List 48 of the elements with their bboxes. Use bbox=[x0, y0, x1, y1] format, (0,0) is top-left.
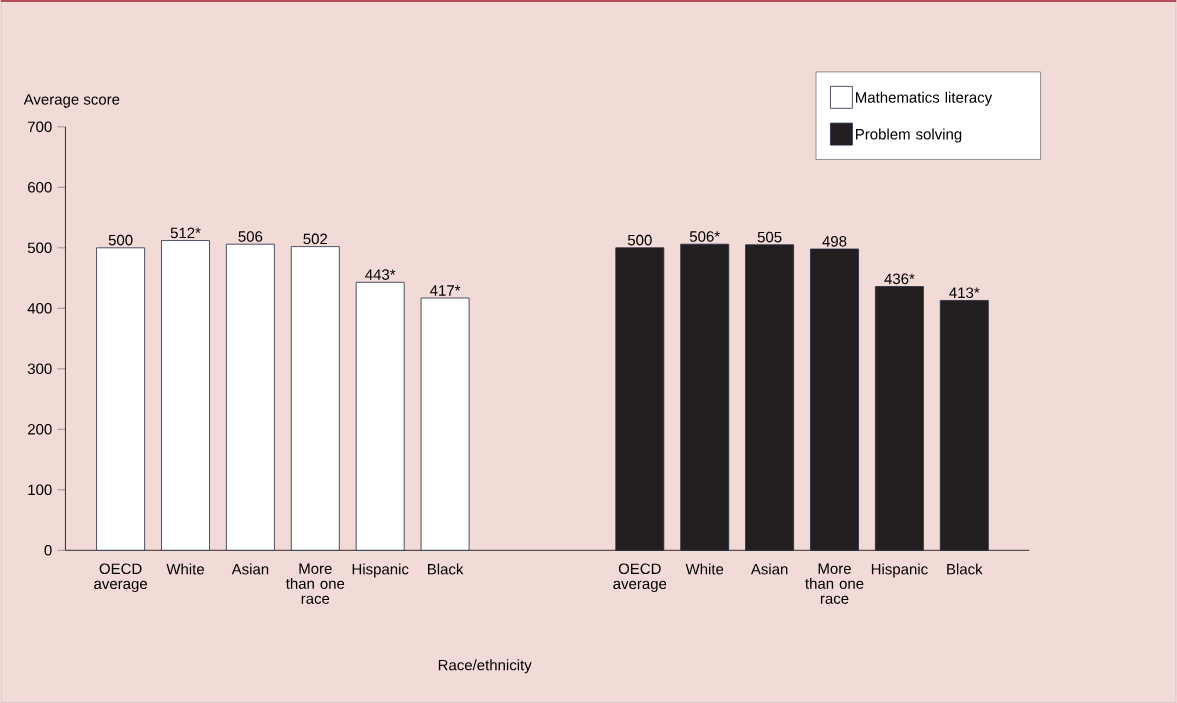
x-tick-label: OECD average bbox=[94, 563, 147, 592]
bar bbox=[225, 243, 275, 551]
data-label: 506 bbox=[238, 231, 263, 242]
data-label: 443* bbox=[365, 269, 396, 280]
y-tick-label: 200 bbox=[28, 423, 52, 435]
data-label: 505 bbox=[757, 231, 782, 243]
bar bbox=[161, 240, 210, 551]
bar bbox=[290, 246, 340, 551]
y-tick-label: 700 bbox=[28, 121, 52, 133]
bar bbox=[355, 281, 405, 551]
x-tick-label: Black bbox=[947, 563, 983, 575]
bar bbox=[420, 297, 470, 551]
x-tick-label: White bbox=[166, 563, 204, 575]
bar bbox=[745, 244, 795, 551]
data-label: 417* bbox=[430, 285, 461, 296]
bar bbox=[939, 300, 989, 551]
x-tick-label: Hispanic bbox=[352, 563, 409, 578]
x-tick-label: More than one race bbox=[285, 563, 345, 604]
bar bbox=[810, 248, 859, 551]
x-tick-label: OECD average bbox=[613, 563, 667, 592]
bar bbox=[680, 243, 730, 551]
y-tick-label: 400 bbox=[27, 302, 52, 314]
y-tick-label: 500 bbox=[27, 242, 52, 254]
y-tick-label: 0 bbox=[44, 544, 52, 556]
data-label: 436* bbox=[884, 273, 915, 285]
data-label: 500 bbox=[108, 234, 133, 246]
data-label: 498 bbox=[822, 235, 847, 247]
bar bbox=[96, 247, 146, 551]
bar bbox=[615, 247, 665, 551]
y-tick-label: 100 bbox=[28, 484, 52, 496]
x-tick-label: Hispanic bbox=[871, 563, 928, 578]
y-tick-label: 600 bbox=[28, 181, 52, 193]
x-tick-label: More than one race bbox=[805, 563, 864, 604]
data-label: 413* bbox=[949, 287, 980, 298]
data-label: 506* bbox=[689, 231, 720, 242]
x-tick-label: Asian bbox=[231, 563, 269, 575]
y-axis-title: Average score bbox=[23, 94, 120, 108]
data-label: 502 bbox=[303, 233, 328, 245]
data-label: 500 bbox=[627, 234, 652, 246]
legend-label: Problem solving bbox=[856, 128, 962, 143]
legend-label: Mathematics literacy bbox=[856, 91, 993, 106]
data-label: 512* bbox=[170, 227, 201, 239]
x-tick-label: Asian bbox=[750, 563, 788, 575]
bar bbox=[874, 286, 924, 551]
x-tick-label: Black bbox=[428, 563, 464, 575]
y-tick-label: 300 bbox=[27, 363, 52, 375]
x-axis-title: Race/ethnicity bbox=[438, 659, 532, 674]
x-tick-label: White bbox=[685, 563, 724, 575]
